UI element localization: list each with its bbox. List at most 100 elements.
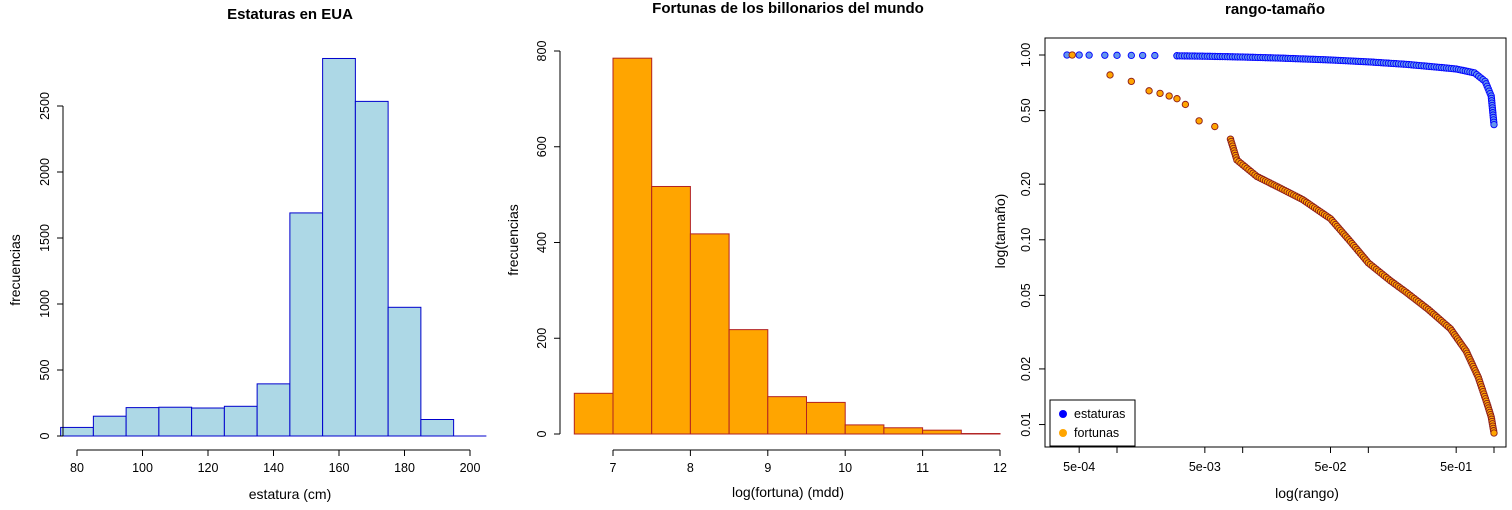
bar (223, 405, 258, 437)
point-fortunas (1068, 51, 1076, 59)
y-axis: 0 200 400 600 800 (535, 41, 561, 437)
x-tick-label: 9 (764, 461, 771, 475)
bar (844, 424, 885, 435)
legend-label-estaturas: estaturas (1074, 407, 1125, 421)
point-fortunas (1490, 429, 1498, 437)
legend-marker-estaturas (1059, 410, 1067, 418)
plot-frame (1044, 37, 1507, 448)
y-tick-label: 0 (535, 430, 549, 437)
y-tick-label: 0.20 (1019, 172, 1033, 196)
y-tick-label: 200 (535, 328, 549, 349)
chart-title: Fortunas de los billonarios del mundo (652, 0, 924, 17)
y-axis-label: frecuencias (7, 234, 23, 306)
points (1063, 51, 1498, 437)
x-tick-label: 120 (198, 461, 219, 475)
point-estaturas (1139, 51, 1147, 60)
point-fortunas (1156, 89, 1164, 98)
x-axis-label: estatura (cm) (249, 486, 331, 502)
y-axis: 0 500 1000 1500 2000 2500 (38, 92, 64, 439)
x-tick-label: 7 (610, 461, 617, 475)
x-tick-label: 5e-02 (1315, 460, 1347, 474)
bars (573, 57, 1001, 435)
x-axis: 7 8 9 10 11 12 (610, 449, 1007, 475)
y-tick-label: 0.50 (1019, 98, 1033, 122)
point-fortunas (1195, 117, 1203, 125)
point-fortunas (1106, 71, 1114, 79)
point-fortunas (1211, 122, 1219, 131)
legend: estaturas fortunas (1049, 399, 1136, 447)
point-fortunas (1165, 92, 1173, 100)
x-tick-label: 80 (70, 461, 84, 475)
legend-marker-fortunas (1059, 429, 1067, 437)
bar (289, 212, 324, 437)
bar (922, 429, 962, 435)
point-fortunas (1181, 100, 1190, 109)
y-axis-label: log(tamaño) (992, 194, 1008, 269)
x-tick-label: 5e-03 (1189, 460, 1221, 474)
bar (728, 329, 769, 435)
y-tick-label: 1.00 (1019, 43, 1033, 67)
x-tick-label: 100 (132, 461, 153, 475)
x-tick-label: 200 (460, 461, 481, 475)
point-estaturas (1151, 51, 1159, 60)
y-tick-label: 800 (535, 41, 549, 62)
y-tick-label: 0.01 (1019, 412, 1033, 436)
y-tick-label: 0.10 (1019, 228, 1033, 252)
bar (191, 407, 225, 437)
bar (125, 407, 160, 437)
x-axis: 5e-04 5e-03 5e-02 5e-01 (1063, 446, 1495, 474)
bar (420, 419, 455, 437)
bar (651, 185, 691, 435)
y-tick-label: 0.05 (1019, 283, 1033, 307)
y-tick-label: 1500 (38, 224, 52, 252)
bars (60, 57, 487, 437)
bar (689, 233, 730, 435)
point-estaturas (1490, 120, 1498, 129)
wealth-histogram-panel: Fortunas de los billonarios del mundo lo… (505, 0, 1007, 500)
legend-box (1049, 399, 1136, 447)
bar (387, 306, 422, 437)
bar (767, 396, 807, 435)
x-tick-label: 8 (687, 461, 694, 475)
chart-title: Estaturas en EUA (227, 6, 353, 23)
point-estaturas (1085, 51, 1093, 59)
bar (883, 427, 924, 435)
y-tick-label: 1000 (38, 290, 52, 318)
y-tick-label: 0.02 (1019, 357, 1033, 381)
legend-label-fortunas: fortunas (1074, 426, 1119, 440)
x-axis-label: log(rango) (1275, 485, 1339, 501)
x-tick-label: 11 (916, 461, 929, 475)
x-axis: 80 100 120 140 160 180 200 (70, 449, 481, 475)
bar (158, 406, 193, 437)
bar (612, 57, 653, 435)
point-fortunas (1127, 77, 1135, 86)
point-estaturas (1127, 51, 1135, 60)
bar (92, 415, 127, 437)
chart-title: rango-tamaño (1225, 1, 1325, 18)
point-estaturas (1101, 51, 1109, 59)
bar (573, 392, 614, 435)
point-estaturas (1113, 51, 1121, 59)
y-tick-label: 2000 (38, 158, 52, 186)
x-tick-label: 10 (838, 461, 852, 475)
x-tick-label: 160 (329, 461, 350, 475)
x-axis-label: log(fortuna) (mdd) (732, 484, 844, 500)
y-tick-label: 500 (38, 360, 52, 381)
point-estaturas (1075, 51, 1083, 59)
bar (354, 100, 389, 437)
rank-size-panel: rango-tamaño log(rango) log(tamaño) 5e-0… (992, 1, 1507, 501)
x-tick-label: 140 (263, 461, 284, 475)
x-tick-label: 12 (993, 461, 1007, 475)
y-tick-label: 2500 (38, 92, 52, 120)
y-axis: 0.01 0.02 0.05 0.10 0.20 0.50 1.00 (1019, 43, 1046, 437)
x-tick-label: 180 (394, 461, 415, 475)
y-tick-label: 600 (535, 136, 549, 157)
point-fortunas (1173, 95, 1181, 103)
bar (806, 401, 846, 435)
y-tick-label: 0 (38, 432, 52, 439)
y-tick-label: 400 (535, 232, 549, 253)
bar (60, 426, 94, 437)
height-histogram-panel: Estaturas en EUA estatura (cm) frecuenci… (7, 6, 487, 502)
x-tick-label: 5e-04 (1063, 460, 1095, 474)
